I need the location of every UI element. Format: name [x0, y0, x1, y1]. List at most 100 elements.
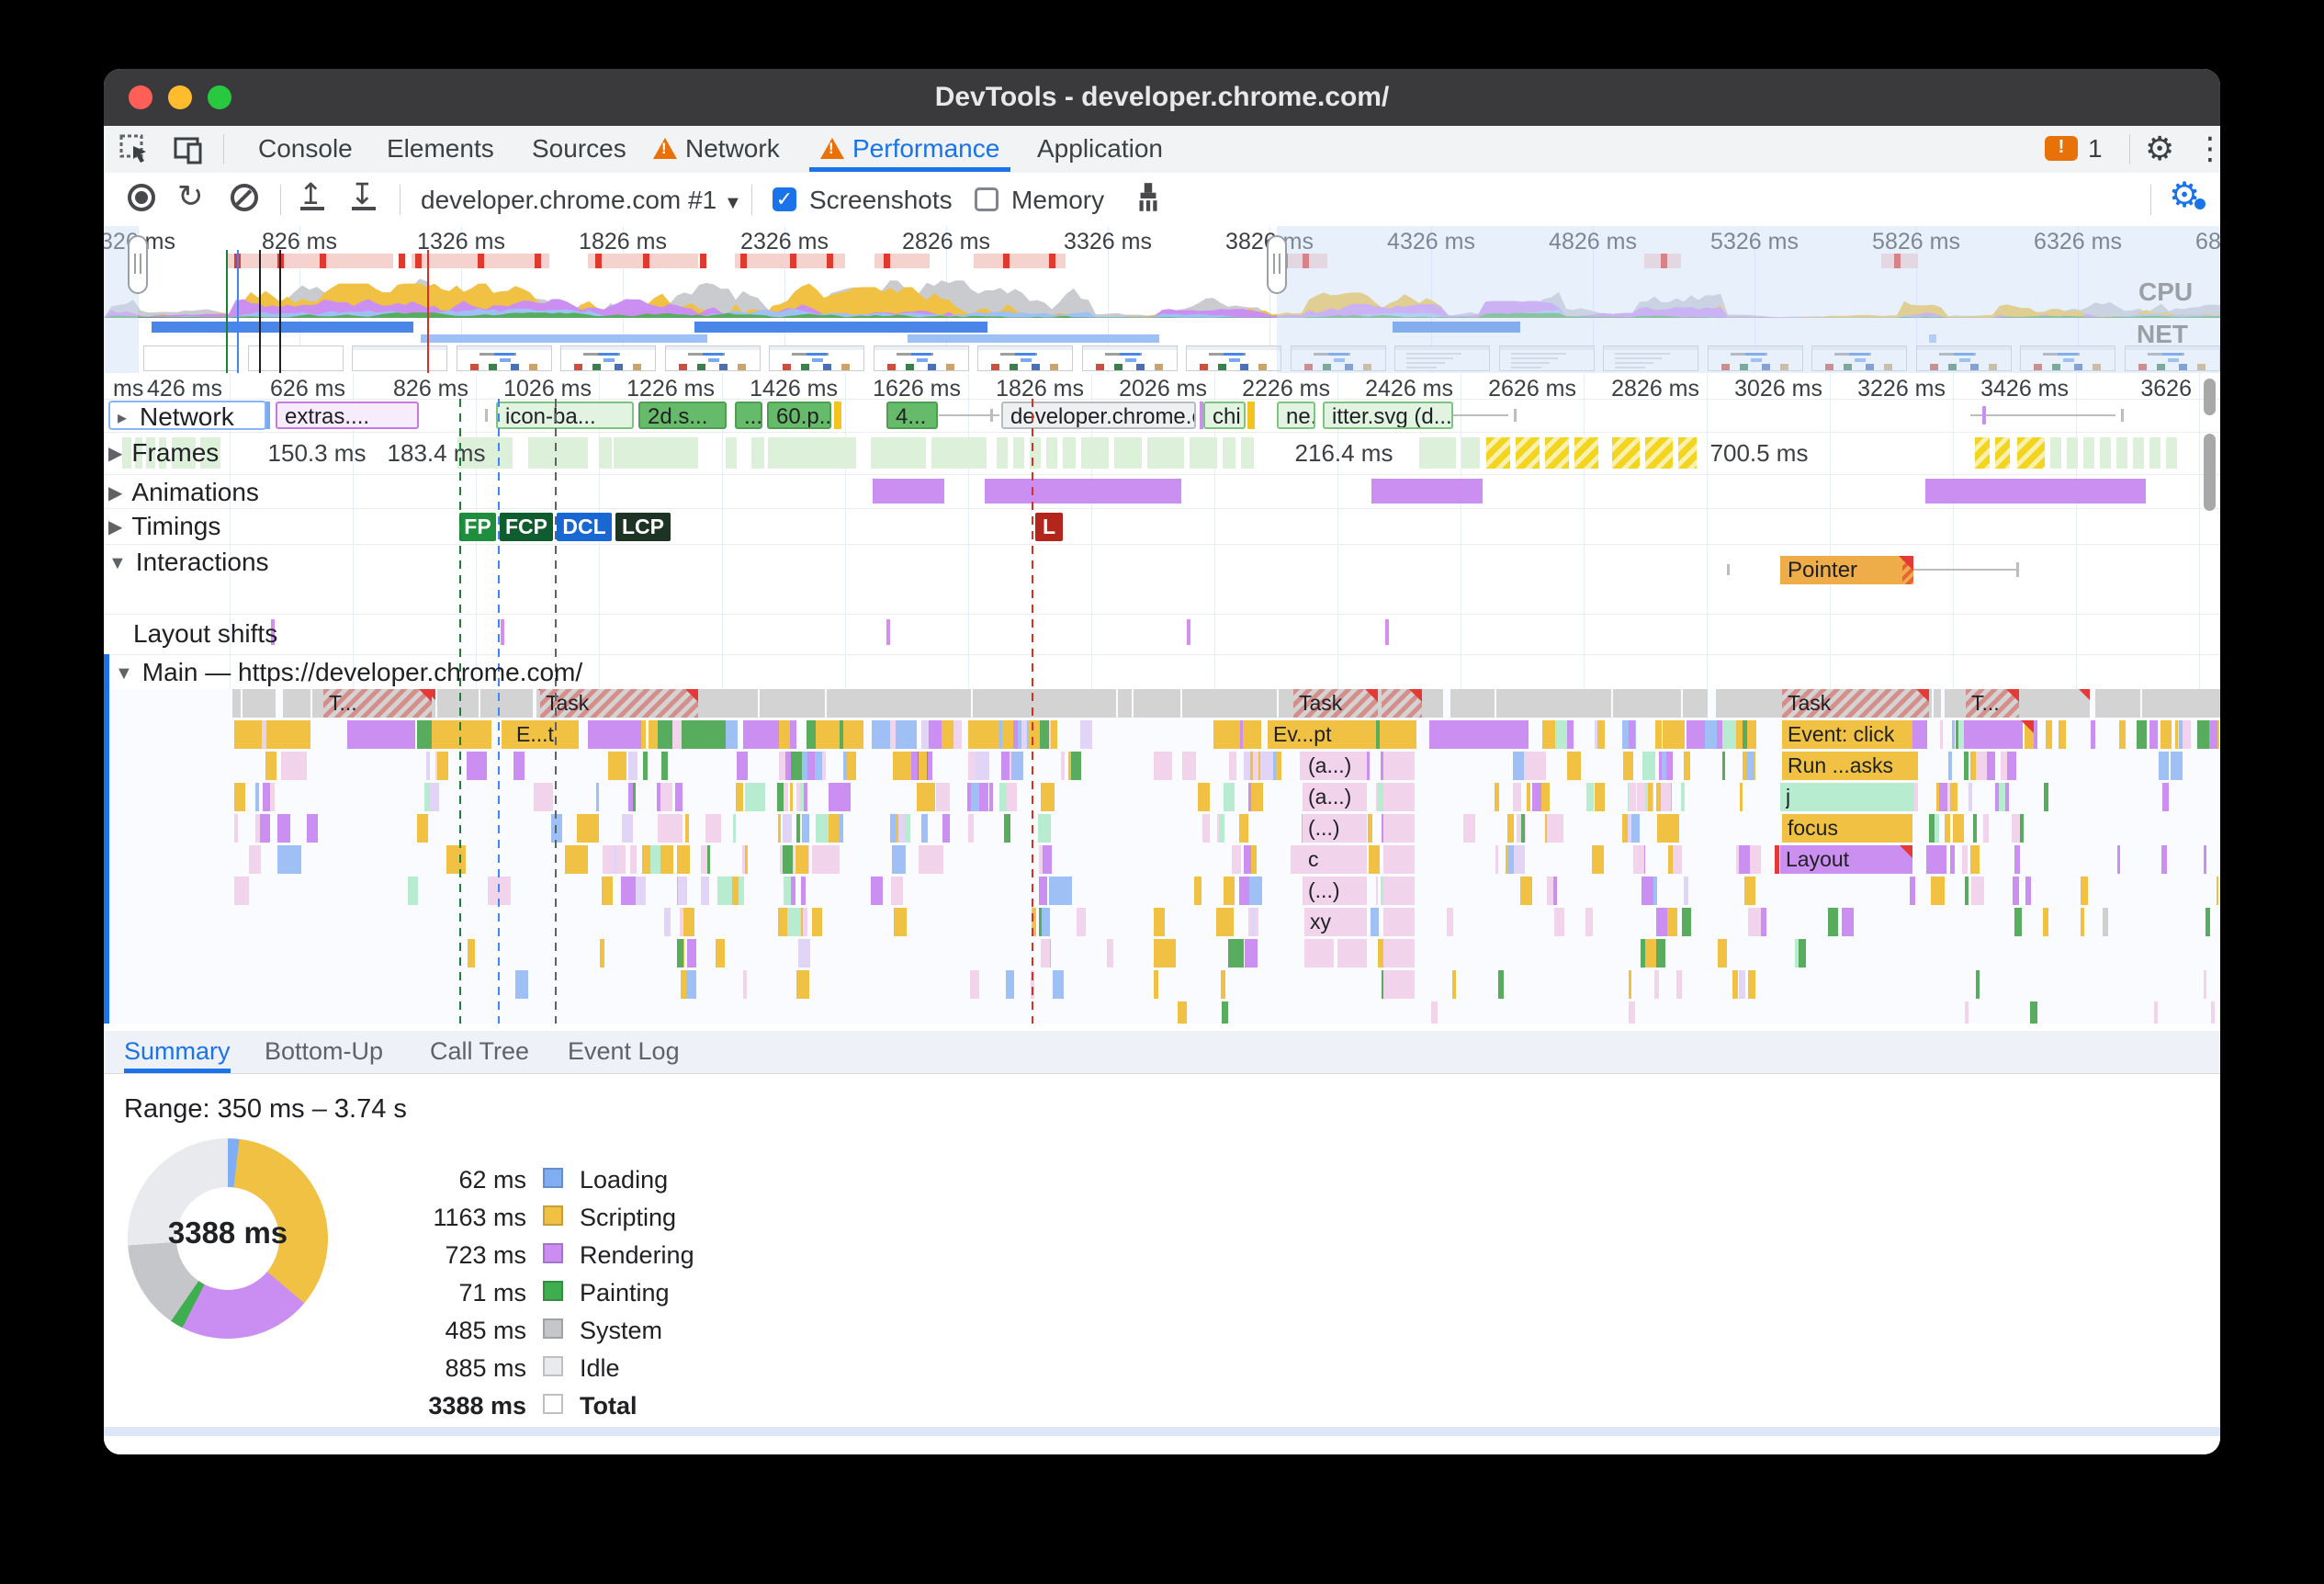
flame-bar[interactable] — [635, 877, 647, 905]
flame-bar[interactable] — [1748, 908, 1761, 936]
flame-bar[interactable] — [424, 783, 430, 811]
flame-bar[interactable] — [800, 877, 807, 905]
flame-bar[interactable] — [234, 877, 250, 905]
save-profile-icon[interactable]: ↧ — [350, 177, 376, 210]
flame-bar[interactable] — [2208, 720, 2217, 749]
flame-bar[interactable] — [1586, 783, 1595, 811]
flame-bar[interactable] — [1657, 814, 1666, 843]
task-bar[interactable]: Task — [540, 689, 698, 718]
frame-block[interactable] — [1147, 437, 1184, 469]
flame-bar[interactable] — [2118, 720, 2127, 749]
flame-bar[interactable] — [1949, 783, 1958, 811]
screenshot-thumbnail[interactable] — [977, 345, 1073, 371]
tab-event-log[interactable]: Event Log — [568, 1037, 680, 1065]
flame-bar[interactable] — [1506, 814, 1515, 843]
flame-bar[interactable] — [732, 814, 736, 843]
screenshot-thumbnail[interactable] — [1498, 345, 1595, 371]
flame-bar[interactable] — [828, 845, 840, 874]
animation-bar[interactable] — [1371, 479, 1483, 503]
network-request-bar[interactable]: 4... — [886, 402, 938, 429]
frame-block[interactable] — [2166, 437, 2177, 469]
flame-bar[interactable]: Layout — [1780, 845, 1912, 874]
capture-settings-gear-icon[interactable]: ⚙ — [2169, 175, 2206, 216]
flame-bar[interactable] — [1383, 814, 1415, 843]
task-bar[interactable] — [282, 689, 310, 718]
frame-block[interactable] — [1081, 437, 1109, 469]
flame-bar[interactable] — [677, 845, 685, 874]
close-window-button[interactable] — [129, 85, 152, 109]
task-bar[interactable] — [2142, 689, 2220, 718]
flame-bar[interactable] — [1365, 752, 1370, 780]
flame-bar[interactable] — [1368, 845, 1381, 874]
issues-badge-icon[interactable] — [2045, 136, 2078, 161]
flame-bar[interactable] — [737, 752, 748, 780]
flame-bar[interactable] — [1962, 845, 1969, 874]
bottom-scroll-strip[interactable] — [104, 1427, 2220, 1436]
flame-bar[interactable] — [1656, 908, 1665, 936]
tab-summary[interactable]: Summary — [124, 1031, 231, 1073]
network-request-bar[interactable]: icon-ba... — [496, 402, 634, 429]
flame-bar[interactable] — [1969, 783, 1972, 811]
device-toolbar-icon[interactable] — [172, 133, 205, 166]
flame-bar[interactable] — [1842, 908, 1854, 936]
frame-block[interactable] — [1486, 437, 1510, 469]
flame-bar[interactable] — [1930, 877, 1945, 905]
flame-bar[interactable] — [1337, 939, 1367, 967]
network-request-bar[interactable] — [1200, 402, 1203, 429]
memory-checkbox[interactable] — [975, 187, 998, 211]
layout-shift-tick[interactable] — [1187, 619, 1190, 645]
flame-bar[interactable] — [255, 783, 260, 811]
flame-bar[interactable] — [2217, 720, 2220, 749]
flame-bar[interactable] — [1747, 845, 1761, 874]
network-request-bar[interactable] — [265, 402, 270, 429]
network-request-bar[interactable]: ... — [735, 402, 762, 429]
track-label-interactions[interactable]: ▼ Interactions — [108, 548, 269, 576]
timing-badge-lcp[interactable]: LCP — [615, 513, 671, 541]
flame-bar[interactable] — [1251, 908, 1257, 936]
flame-bar[interactable] — [1154, 908, 1166, 936]
flame-bar[interactable]: Ev...pt — [1268, 720, 1376, 749]
frame-block[interactable] — [1419, 437, 1456, 469]
flame-bar[interactable] — [248, 845, 262, 874]
flame-bar[interactable] — [680, 908, 683, 936]
flame-bar[interactable] — [2203, 970, 2207, 999]
flame-bar[interactable] — [660, 783, 663, 811]
frame-block[interactable] — [768, 437, 856, 469]
timing-badge-fp[interactable]: FP — [459, 513, 496, 541]
flame-bar[interactable] — [1956, 720, 1959, 749]
flame-bar[interactable] — [2043, 908, 2049, 936]
flame-bar[interactable] — [798, 939, 811, 967]
flame-bar[interactable] — [1430, 1001, 1438, 1024]
flame-bar[interactable] — [952, 720, 962, 749]
flame-bar[interactable] — [263, 783, 271, 811]
flame-bar[interactable] — [816, 814, 828, 843]
flame-bar[interactable] — [2154, 1001, 2159, 1024]
flame-bar[interactable] — [1964, 1001, 1969, 1024]
flame-bar[interactable] — [2029, 1001, 2037, 1024]
screenshot-thumbnail[interactable] — [769, 345, 864, 371]
flame-bar[interactable] — [1914, 720, 1927, 749]
flame-bar[interactable] — [936, 783, 950, 811]
flame-bar[interactable] — [280, 752, 307, 780]
flame-bar[interactable] — [641, 845, 651, 874]
flame-bar[interactable] — [513, 752, 525, 780]
flame-bar[interactable] — [806, 720, 817, 749]
flame-bar[interactable] — [626, 877, 638, 905]
frame-block[interactable] — [122, 437, 131, 469]
flame-bar[interactable] — [661, 752, 668, 780]
flame-bar[interactable] — [832, 814, 840, 843]
flame-bar[interactable] — [234, 783, 245, 811]
screenshot-thumbnail[interactable] — [1394, 345, 1490, 371]
tab-application[interactable]: Application — [1037, 134, 1163, 163]
frame-block[interactable] — [200, 437, 220, 469]
frame-block[interactable] — [146, 437, 155, 469]
flame-bar[interactable] — [2149, 720, 2158, 749]
flame-bar[interactable] — [2217, 877, 2219, 905]
main-flame-chart[interactable]: T... Task Task Task T... E...t Ev...pt Event: c… — [104, 689, 2220, 1024]
flame-bar[interactable] — [1660, 783, 1672, 811]
screenshot-thumbnail[interactable] — [247, 345, 344, 371]
flame-bar[interactable] — [1007, 783, 1018, 811]
flame-bar[interactable] — [642, 752, 649, 780]
flame-bar[interactable] — [1512, 783, 1522, 811]
flame-bar[interactable] — [920, 720, 930, 749]
